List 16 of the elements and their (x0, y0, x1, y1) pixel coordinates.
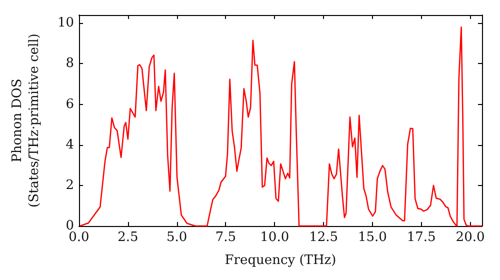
x-tick-label: 2.5 (118, 230, 138, 245)
x-axis-title: Frequency (THz) (224, 253, 336, 268)
x-tick-label: 5.0 (166, 230, 188, 245)
x-tick-label: 7.5 (215, 230, 236, 245)
y-axis-title: Phonon DOS (States/THz·primitive cell) (10, 33, 42, 208)
x-tick-label: 12.5 (309, 230, 338, 245)
x-tick-label: 10.0 (260, 230, 290, 245)
y-tick-label: 2 (66, 178, 74, 193)
x-tick-label: 20.0 (456, 230, 485, 245)
y-tick-label: 6 (66, 96, 74, 112)
y-tick-label: 8 (66, 56, 74, 72)
x-tick-label: 17.5 (406, 230, 436, 245)
y-tick-label: 10 (57, 16, 74, 31)
x-tick-label: 15.0 (358, 230, 387, 245)
x-tick-label: 0.0 (68, 230, 90, 245)
y-tick-label: 4 (66, 137, 74, 152)
